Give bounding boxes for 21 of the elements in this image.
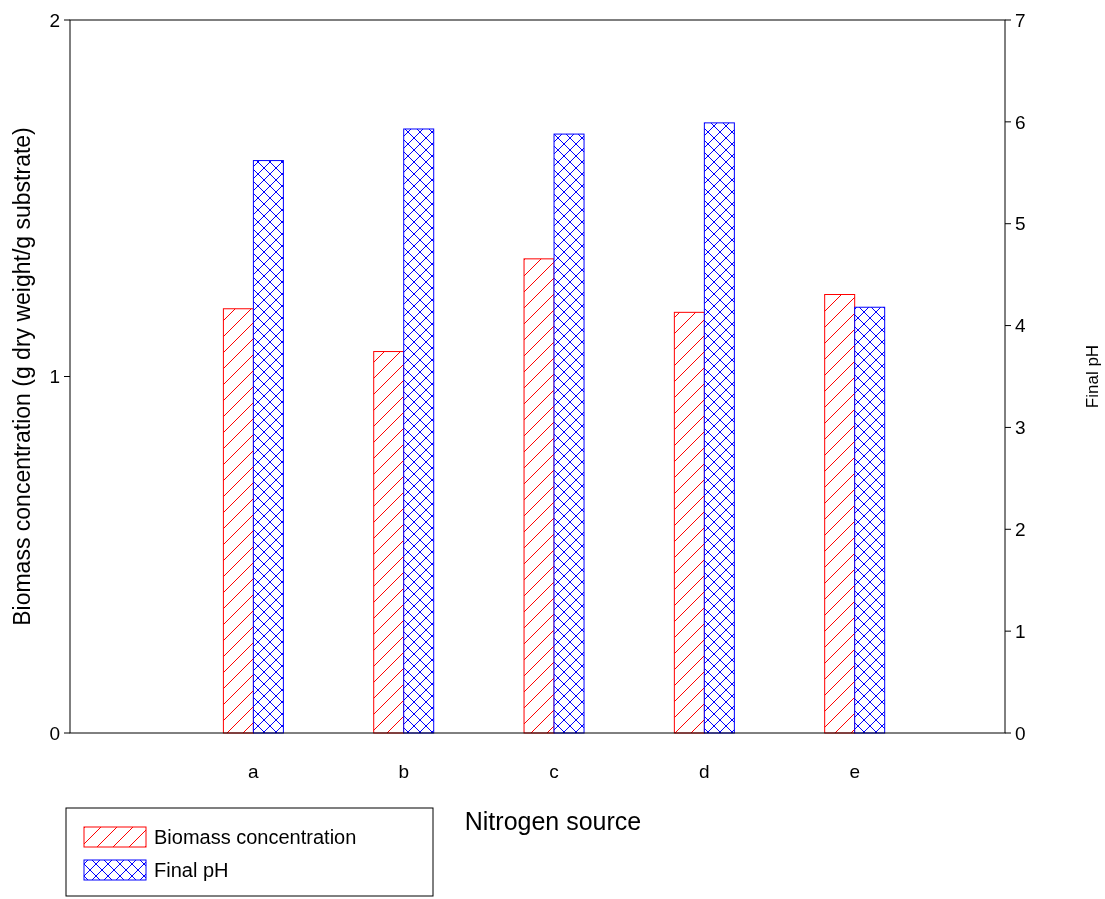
- y2-tick-label: 7: [1015, 9, 1026, 31]
- y-tick-label: 2: [49, 9, 60, 31]
- y2-tick-label: 0: [1015, 722, 1026, 744]
- legend-label: Biomass concentration: [154, 826, 357, 848]
- x-tick-label: c: [549, 761, 559, 782]
- y-tick-label: 0: [49, 722, 60, 744]
- y2-axis-title: Final pH: [1083, 344, 1102, 409]
- x-axis-title: Nitrogen source: [464, 807, 642, 835]
- x-tick-label: d: [699, 761, 710, 782]
- legend-label: Final pH: [154, 859, 229, 881]
- y-axis-title: Biomass concentration (g dry weight/g substrate): [9, 127, 35, 626]
- y2-tick-label: 4: [1015, 315, 1026, 337]
- y2-tick-label: 2: [1015, 518, 1026, 540]
- x-tick-label: e: [849, 761, 860, 782]
- x-tick-label: b: [398, 761, 409, 782]
- y2-tick-label: 5: [1015, 213, 1026, 235]
- y2-tick-label: 3: [1015, 417, 1026, 439]
- x-tick-label: a: [248, 761, 260, 782]
- y2-tick-label: 6: [1015, 111, 1026, 133]
- y2-tick-label: 1: [1015, 620, 1026, 642]
- y-tick-label: 1: [49, 366, 60, 388]
